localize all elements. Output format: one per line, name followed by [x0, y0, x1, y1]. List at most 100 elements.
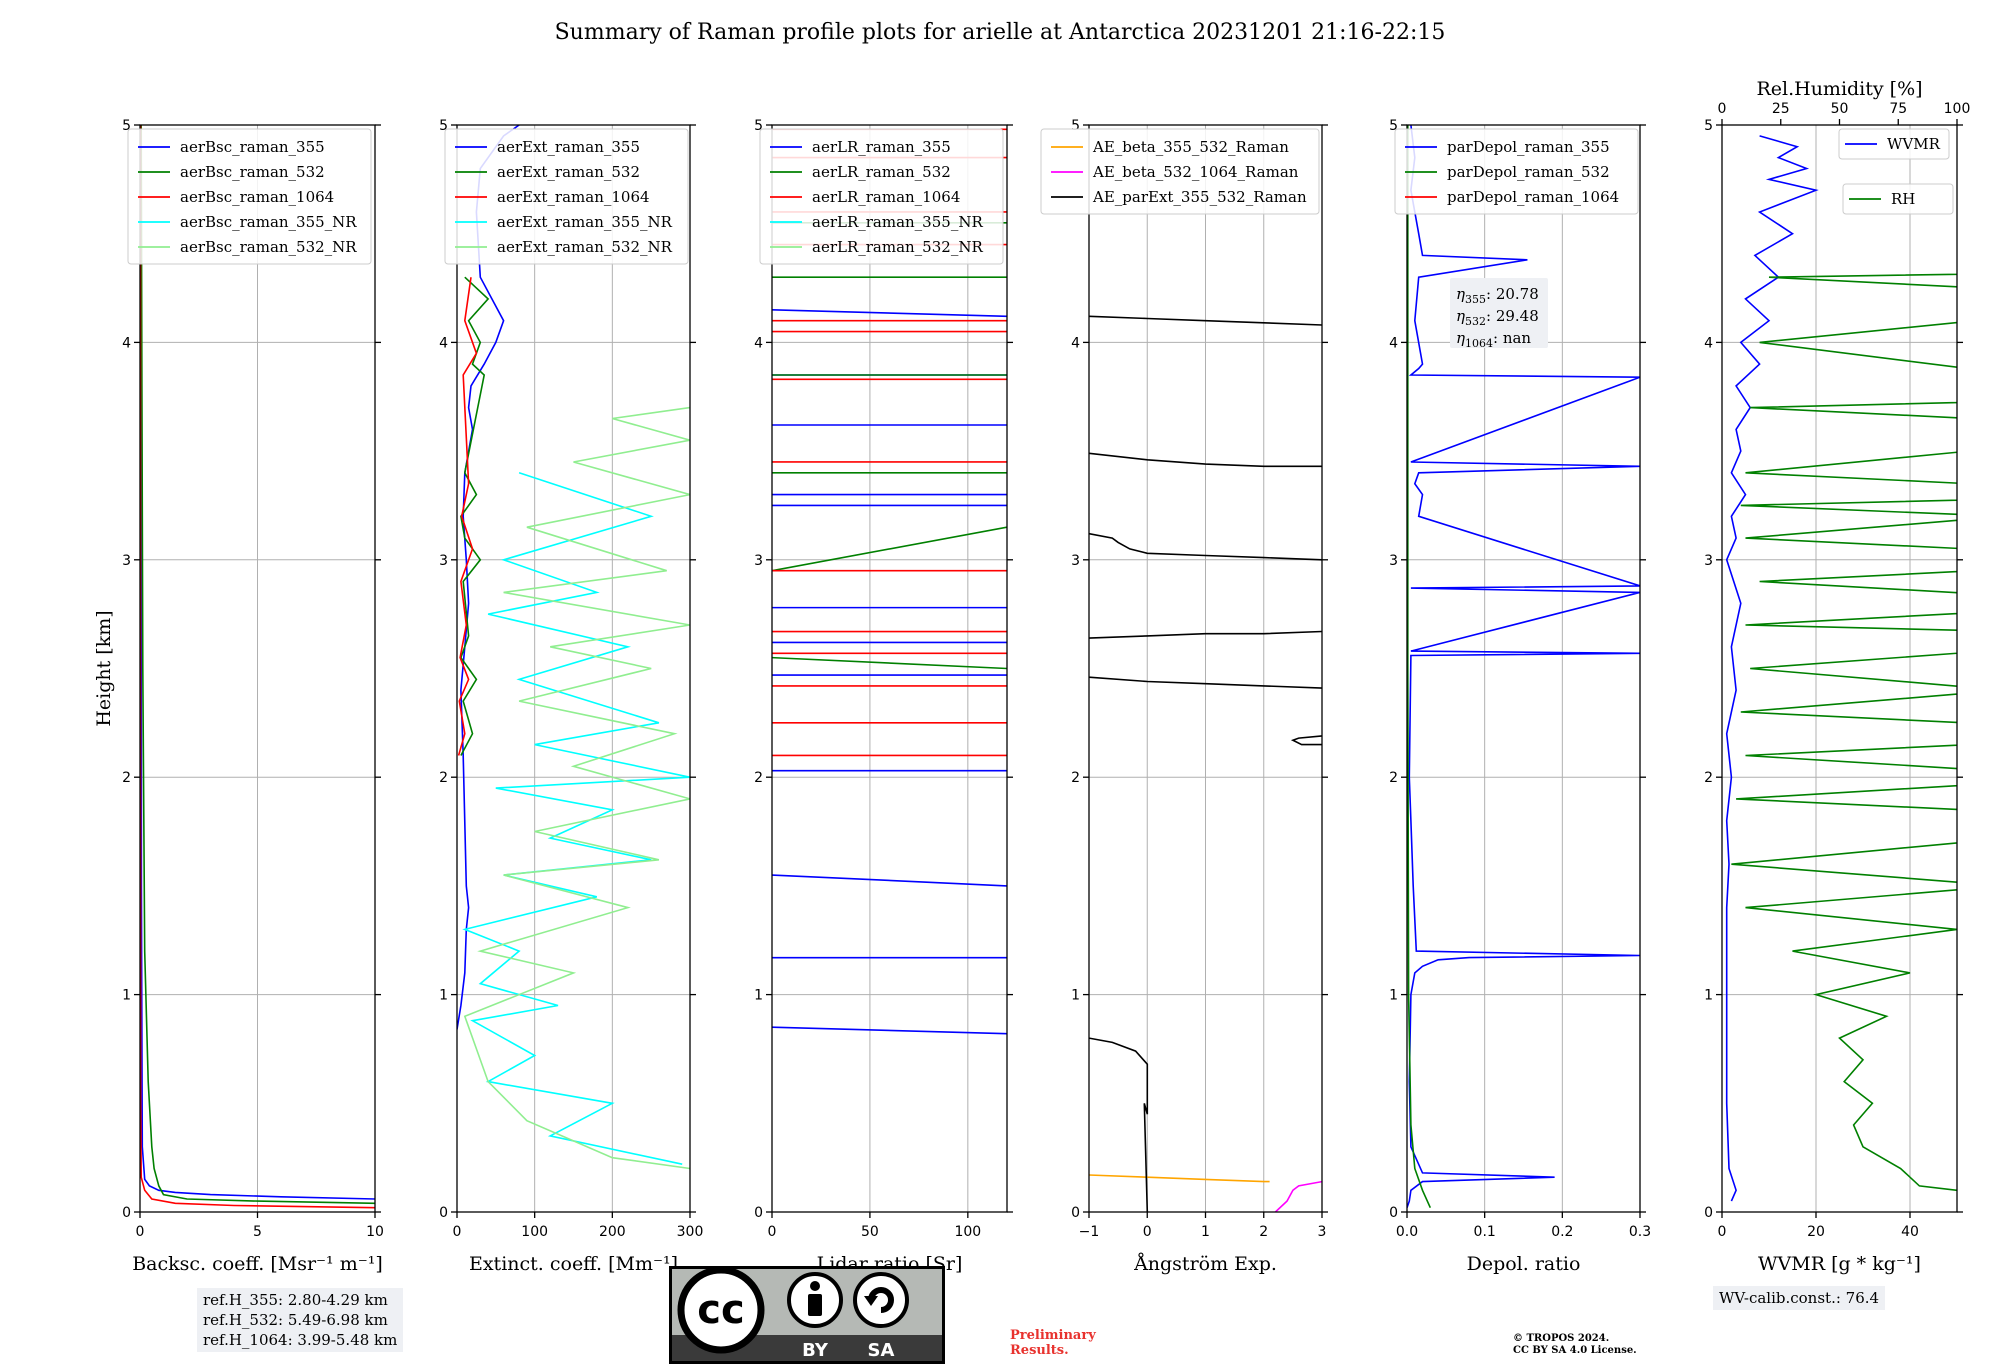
y-tick-label: 3 [122, 553, 131, 569]
x-tick-label: 0 [136, 1224, 145, 1240]
y-tick-label: 0 [754, 1205, 763, 1221]
series-AE_beta_532_1064_Raman [1274, 1180, 1322, 1212]
series-aerLR_raman_355 [772, 308, 1007, 318]
preliminary-line-1: Preliminary [1010, 1328, 1096, 1343]
sa-label: SA [868, 1340, 895, 1361]
x2-tick-label: 50 [1831, 101, 1849, 117]
legend-entry: aerBsc_raman_532 [180, 163, 325, 181]
x-tick-label: 100 [954, 1224, 981, 1240]
legend-entry: aerExt_raman_1064 [497, 188, 650, 206]
x-tick-label: 0 [1718, 1224, 1727, 1240]
legend-entry: parDepol_raman_355 [1447, 138, 1610, 156]
y-tick-label: 0 [439, 1205, 448, 1221]
y-tick-label: 2 [1704, 770, 1713, 786]
y-tick-label: 5 [1704, 118, 1713, 134]
eta-box-bg [1450, 278, 1548, 348]
y-tick-label: 5 [122, 118, 131, 134]
x2-tick-label: 25 [1772, 101, 1790, 117]
figure-title: Summary of Raman profile plots for ariel… [554, 20, 1446, 45]
y-tick-label: 4 [1389, 335, 1398, 351]
legend-entry: aerBsc_raman_1064 [180, 188, 334, 206]
by-icon-body [808, 1294, 822, 1316]
series-parDepol_raman_532 [1407, 125, 1432, 1209]
legend-entry: AE_parExt_355_532_Raman [1092, 188, 1307, 206]
wv-calibration-box: WV-calib.const.: 76.4 [1713, 1286, 1886, 1310]
x-axis-label: Extinct. coeff. [Mm⁻¹] [469, 1253, 678, 1275]
y-axis-label: Height [km] [93, 610, 115, 726]
legend-box: RH [1842, 183, 1954, 215]
x-tick-label: 0.0 [1396, 1224, 1418, 1240]
y-tick-label: 4 [754, 335, 763, 351]
legend-box: aerExt_raman_355 aerExt_raman_532 aerExt_r… [444, 128, 689, 265]
sa-icon-arrowhead [864, 1296, 878, 1306]
cc-license-badge: cc BY SA [669, 1266, 945, 1364]
y-tick-label: 1 [1389, 988, 1398, 1004]
panel-angstrom: −1 0 1 2 3 0 1 2 3 4 5 Ångström Exp. AE_beta_355_532… [1040, 118, 1328, 1275]
x-tick-label: 0 [1143, 1224, 1152, 1240]
cc-logo-text: cc [697, 1287, 744, 1333]
series-group [1407, 125, 1640, 1209]
y-tick-label: 4 [1704, 335, 1713, 351]
y-tick-label: 0 [1389, 1205, 1398, 1221]
series-AE_parExt_355_532_Raman [1089, 1037, 1149, 1212]
series-group [772, 128, 1007, 1035]
sa-share-alike-icon [853, 1272, 909, 1328]
legend-box: parDepol_raman_355 parDepol_raman_532 parD… [1394, 128, 1639, 215]
series-RH [1731, 273, 1957, 1192]
y-tick-label: 3 [1389, 553, 1398, 569]
legend-frame [1838, 128, 1950, 160]
panel-backscatter: 0 5 10 0 1 2 3 4 5 Backsc. coeff. [Msr⁻¹ m⁻¹] Heig… [93, 118, 384, 1275]
y-tick-label: 0 [1071, 1205, 1080, 1221]
x-tick-label: 300 [677, 1224, 704, 1240]
panel-extinction: 0 100 200 300 0 1 2 3 4 5 Extinct. coeff. [Mm⁻¹] ae… [439, 118, 703, 1275]
by-label: BY [802, 1340, 829, 1361]
x-tick-label: 20 [1807, 1224, 1825, 1240]
legend-frame [1394, 128, 1639, 215]
eta-annotation: η355: 20.78 [1456, 285, 1539, 306]
y-tick-label: 5 [439, 118, 448, 134]
axes-frame [456, 124, 691, 1213]
series-AE_beta_355_532_Raman [1089, 1174, 1270, 1183]
y-tick-label: 4 [1071, 335, 1080, 351]
x-tick-label: −1 [1079, 1224, 1100, 1240]
legend-frame [444, 128, 689, 265]
ref-h-532: ref.H_532: 5.49-6.98 km [203, 1311, 388, 1329]
legend-box: aerBsc_raman_355 aerBsc_raman_532 aerBsc_r… [127, 128, 372, 265]
series-WVMR [1725, 135, 1819, 1202]
eta-annotation: η532: 29.48 [1456, 307, 1539, 328]
ref-h-355: ref.H_355: 2.80-4.29 km [203, 1291, 388, 1309]
legend-entry: aerExt_raman_532_NR [497, 238, 673, 256]
series-aerExt_raman_355_NR [462, 472, 690, 1165]
y-tick-label: 2 [439, 770, 448, 786]
legend-entry: aerBsc_raman_355_NR [180, 213, 357, 231]
y-tick-label: 1 [1704, 988, 1713, 1004]
x-tick-label: 10 [366, 1224, 384, 1240]
series-AE_parExt_355_532_Raman [1089, 532, 1322, 561]
series-AE_parExt_355_532_Raman [1089, 630, 1322, 639]
x-axis-label: Backsc. coeff. [Msr⁻¹ m⁻¹] [132, 1253, 383, 1275]
x-axis-label: Depol. ratio [1467, 1253, 1581, 1275]
series-aerLR_raman_532 [772, 656, 1007, 670]
series-aerExt_raman_532 [460, 276, 490, 756]
series-group [1725, 135, 1957, 1202]
y-tick-label: 5 [754, 118, 763, 134]
legend-entry: aerBsc_raman_532_NR [180, 238, 357, 256]
legend-frame [1842, 183, 1954, 215]
legend-box: WVMR [1838, 128, 1950, 160]
series-aerExt_raman_532_NR [463, 406, 690, 1170]
legend-frame [759, 128, 1004, 265]
x-tick-label: 200 [599, 1224, 626, 1240]
legend-entry: parDepol_raman_1064 [1447, 188, 1619, 206]
x-tick-label: 0 [453, 1224, 462, 1240]
legend-entry: WVMR [1887, 135, 1941, 153]
series-AE_parExt_355_532_Raman [1290, 735, 1322, 746]
series-AE_parExt_355_532_Raman [1089, 452, 1322, 468]
y-tick-label: 1 [1071, 988, 1080, 1004]
series-aerExt_raman_1064 [457, 277, 478, 756]
legend-entry: aerExt_raman_355_NR [497, 213, 673, 231]
series-aerBsc_raman_532 [140, 125, 375, 1205]
x-tick-label: 0 [768, 1224, 777, 1240]
